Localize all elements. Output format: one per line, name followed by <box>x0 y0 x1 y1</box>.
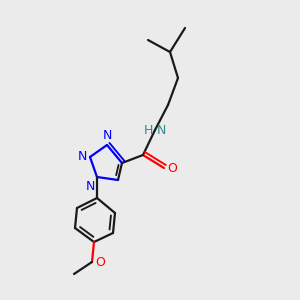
Text: O: O <box>167 161 177 175</box>
Text: O: O <box>95 256 105 268</box>
Text: N: N <box>102 129 112 142</box>
Text: N: N <box>157 124 166 136</box>
Text: N: N <box>78 151 87 164</box>
Text: N: N <box>85 180 95 193</box>
Text: H: H <box>144 124 153 136</box>
